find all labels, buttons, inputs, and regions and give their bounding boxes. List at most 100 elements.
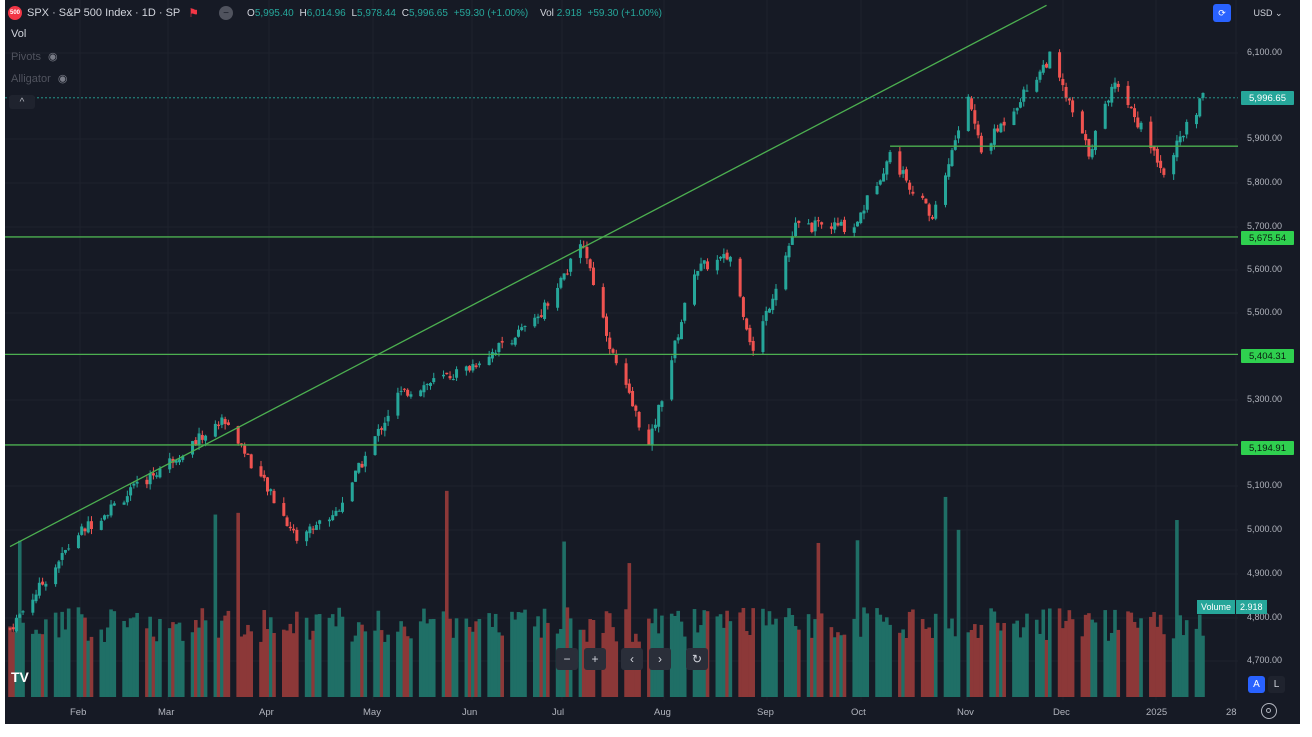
volume-bar: [200, 608, 205, 697]
volume-bar: [725, 610, 729, 697]
flag-icon[interactable]: ⚑: [188, 6, 200, 20]
candle-body: [422, 385, 426, 393]
candle-body: [585, 246, 589, 259]
candle-body: [797, 220, 801, 223]
volume-bar: [422, 608, 426, 697]
candle-body: [308, 526, 312, 534]
candle-body: [490, 352, 494, 359]
settings-gear-icon[interactable]: [1261, 703, 1277, 719]
candle-body: [533, 317, 537, 327]
price-tick-label: 5,700.00: [1247, 221, 1283, 231]
volume-bar: [1155, 626, 1160, 697]
candle-body: [406, 389, 410, 396]
candle-body: [855, 221, 859, 227]
volume-bar: [99, 629, 104, 697]
scroll-right-button[interactable]: ›: [649, 648, 671, 670]
volume-bar: [578, 629, 583, 697]
candle-body: [787, 245, 791, 258]
volume-bar: [832, 637, 837, 697]
hide-indicators-icon[interactable]: −: [219, 6, 234, 20]
candle-body: [996, 128, 1000, 132]
candle-body: [875, 186, 879, 195]
candle-body: [927, 204, 931, 216]
level-tag: 5,404.31: [1241, 349, 1294, 363]
volume-bar: [946, 628, 951, 697]
alligator-indicator-label[interactable]: Alligator ◉: [11, 73, 68, 85]
volume-bar: [682, 636, 687, 697]
candle-body: [670, 360, 674, 400]
eye-icon[interactable]: ◉: [48, 51, 58, 63]
volume-bar: [327, 617, 332, 697]
volume-bar: [546, 622, 550, 697]
eye-icon[interactable]: ◉: [57, 73, 68, 85]
volume-bar: [842, 634, 847, 697]
price-chart[interactable]: [5, 0, 1300, 700]
log-scale-button[interactable]: L: [1268, 676, 1285, 693]
candle-body: [660, 401, 664, 407]
volume-bar: [1103, 610, 1108, 697]
candle-body: [448, 376, 452, 379]
candle-body: [494, 352, 498, 354]
candle-body: [862, 210, 866, 214]
volume-bar: [66, 608, 71, 697]
candle-body: [305, 531, 309, 542]
volume-bar: [562, 541, 566, 697]
change-value: +59.30 (+1.00%): [453, 7, 529, 19]
volume-bar: [790, 614, 795, 697]
candle-body: [135, 481, 139, 484]
candle-body: [318, 520, 322, 524]
zoom-in-button[interactable]: +: [584, 648, 606, 670]
volume-bar: [614, 641, 619, 697]
volume-bar: [132, 617, 136, 697]
volume-bar: [467, 626, 472, 697]
candle-body: [1012, 111, 1016, 126]
candle-body: [745, 318, 749, 330]
collapse-legend-button[interactable]: ^: [9, 95, 35, 109]
candle-body: [425, 384, 429, 386]
volume-bar: [239, 636, 244, 697]
volume-bar: [1149, 616, 1153, 697]
candle-body: [1129, 106, 1133, 109]
zoom-out-button[interactable]: −: [556, 648, 578, 670]
pivots-indicator-label[interactable]: Pivots ◉: [11, 51, 58, 63]
volume-bar: [901, 629, 905, 697]
symbol-title[interactable]: SPX · S&P 500 Index · 1D · SP: [27, 7, 181, 19]
volume-bar: [454, 618, 459, 697]
currency-select[interactable]: USD ⌄: [1253, 7, 1283, 19]
candle-body: [784, 255, 788, 290]
volume-bar: [770, 624, 775, 697]
candle-body: [901, 170, 905, 174]
scroll-left-button[interactable]: ‹: [621, 648, 643, 670]
candle-body: [177, 459, 181, 463]
time-axis-label: Sep: [757, 707, 774, 718]
price-tick-label: 5,500.00: [1247, 307, 1283, 317]
price-tick-label: 5,800.00: [1247, 177, 1283, 187]
candle-body: [888, 152, 892, 163]
candle-body: [213, 423, 217, 437]
vol-indicator-label[interactable]: Vol: [11, 28, 27, 40]
volume-bar: [774, 618, 778, 697]
drawing-lines[interactable]: [5, 4, 1238, 548]
volume-bar: [829, 627, 834, 697]
candle-body: [1194, 114, 1198, 125]
compare-icon[interactable]: ⟳: [1213, 4, 1231, 22]
volume-bar: [314, 614, 319, 697]
volume-bar: [171, 622, 175, 697]
volume-bar: [1175, 520, 1179, 697]
volume-bar: [53, 612, 58, 697]
last-price-tag: 5,996.65: [1241, 91, 1294, 105]
volume-bar: [728, 621, 733, 697]
volume-bar: [282, 629, 286, 697]
volume-bar: [806, 614, 811, 697]
candle-body: [510, 343, 514, 345]
volume-bar: [1080, 636, 1085, 697]
candle-body: [878, 180, 882, 185]
time-axis-label: 28: [1226, 707, 1237, 718]
tradingview-logo[interactable]: TV: [11, 669, 29, 685]
auto-scale-button[interactable]: A: [1248, 676, 1265, 693]
reset-chart-button[interactable]: ↻: [686, 648, 708, 670]
candle-body: [748, 327, 752, 343]
volume-bar: [924, 628, 928, 697]
candle-body: [122, 502, 126, 505]
candle-body: [125, 496, 129, 503]
